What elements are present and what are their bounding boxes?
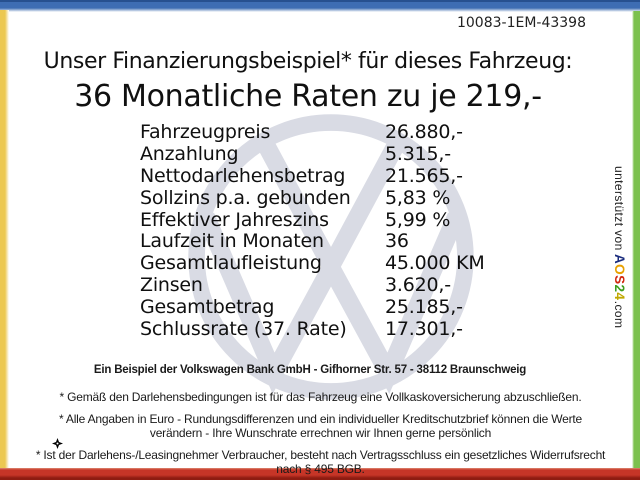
row-value: 5.315,- (385, 142, 451, 165)
table-row: Laufzeit in Monaten 36 (140, 231, 485, 253)
table-row: Zinsen 3.620,- (140, 274, 485, 297)
row-label: Laufzeit in Monaten (140, 230, 324, 253)
row-label: Effektiver Jahreszins (140, 208, 329, 231)
row-label: Fahrzeugpreis (140, 121, 271, 143)
sponsor-vertical-text: unterstützt von AOS24.com (612, 166, 627, 366)
row-label: Gesamtlaufleistung (140, 252, 322, 275)
row-label: Nettodarlehensbetrag (140, 164, 346, 187)
aos24-letter: S (612, 275, 627, 285)
aos24-logo: AOS24 (612, 254, 627, 301)
heading-line2: 36 Monatliche Raten zu je 219,- (74, 79, 542, 114)
vw-logo-icon (180, 106, 482, 408)
left-border-bar (0, 10, 9, 469)
table-row: Anzahlung 5.315,- (140, 142, 485, 166)
table-row: Gesamtbetrag 25.185,- (140, 296, 485, 319)
table-row: Schlussrate (37. Rate) 17.301,- (140, 318, 485, 341)
sponsor-suffix: .com (612, 300, 626, 329)
right-border-bar (632, 11, 640, 469)
row-value: 3.620,- (385, 274, 451, 297)
table-row: Gesamtlaufleistung 45.000 KM (140, 252, 485, 275)
document-id: 10083-1EM-43398 (456, 15, 586, 31)
row-value: 5,99 % (385, 208, 451, 231)
row-value: 17.301,- (385, 318, 463, 341)
table-row: Sollzins p.a. gebunden 5,83 % (140, 186, 485, 210)
table-row: Fahrzeugpreis 26.880,- (140, 121, 485, 144)
aos24-letter: O (612, 264, 627, 276)
row-value: 21.565,- (385, 164, 463, 187)
footnotes: * Gemäß den Darlehensbedingungen ist für… (33, 390, 608, 480)
finance-table: Fahrzeugpreis 26.880,- Anzahlung 5.315,-… (140, 121, 485, 341)
row-value: 45.000 KM (385, 252, 485, 275)
table-row: Nettodarlehensbetrag 21.565,- (140, 164, 485, 188)
sponsor-prefix: unterstützt von (612, 166, 626, 255)
bottom-border-bar (0, 468, 640, 480)
bank-address-line: Ein Beispiel der Volkswagen Bank GmbH - … (93, 364, 527, 376)
row-label: Anzahlung (140, 142, 239, 165)
mouse-cursor-icon (52, 438, 63, 449)
row-label: Zinsen (140, 274, 203, 297)
footnote-insurance: * Gemäß den Darlehensbedingungen ist für… (59, 390, 582, 404)
row-label: Gesamtbetrag (140, 296, 275, 319)
row-value: 36 (385, 230, 409, 253)
table-row: Effektiver Jahreszins 5,99 % (140, 208, 485, 232)
heading-line1: Unser Finanzierungsbeispiel* für dieses … (43, 49, 573, 74)
row-label: Sollzins p.a. gebunden (140, 186, 351, 209)
row-label: Schlussrate (37. Rate) (140, 318, 347, 341)
row-value: 5,83 % (385, 186, 451, 209)
aos24-letter: A (612, 254, 627, 265)
aos24-letter: 4 (612, 292, 627, 301)
top-border-bar (0, 0, 640, 12)
row-value: 25.185,- (385, 296, 463, 319)
footnote-euro-rounding: * Alle Angaben in Euro - Rundungsdiffere… (58, 411, 583, 441)
row-value: 26.880,- (385, 121, 463, 143)
footnote-withdrawal-right: * Ist der Darlehens-/Leasingnehmer Verbr… (35, 447, 606, 477)
aos24-letter: 2 (612, 284, 627, 293)
